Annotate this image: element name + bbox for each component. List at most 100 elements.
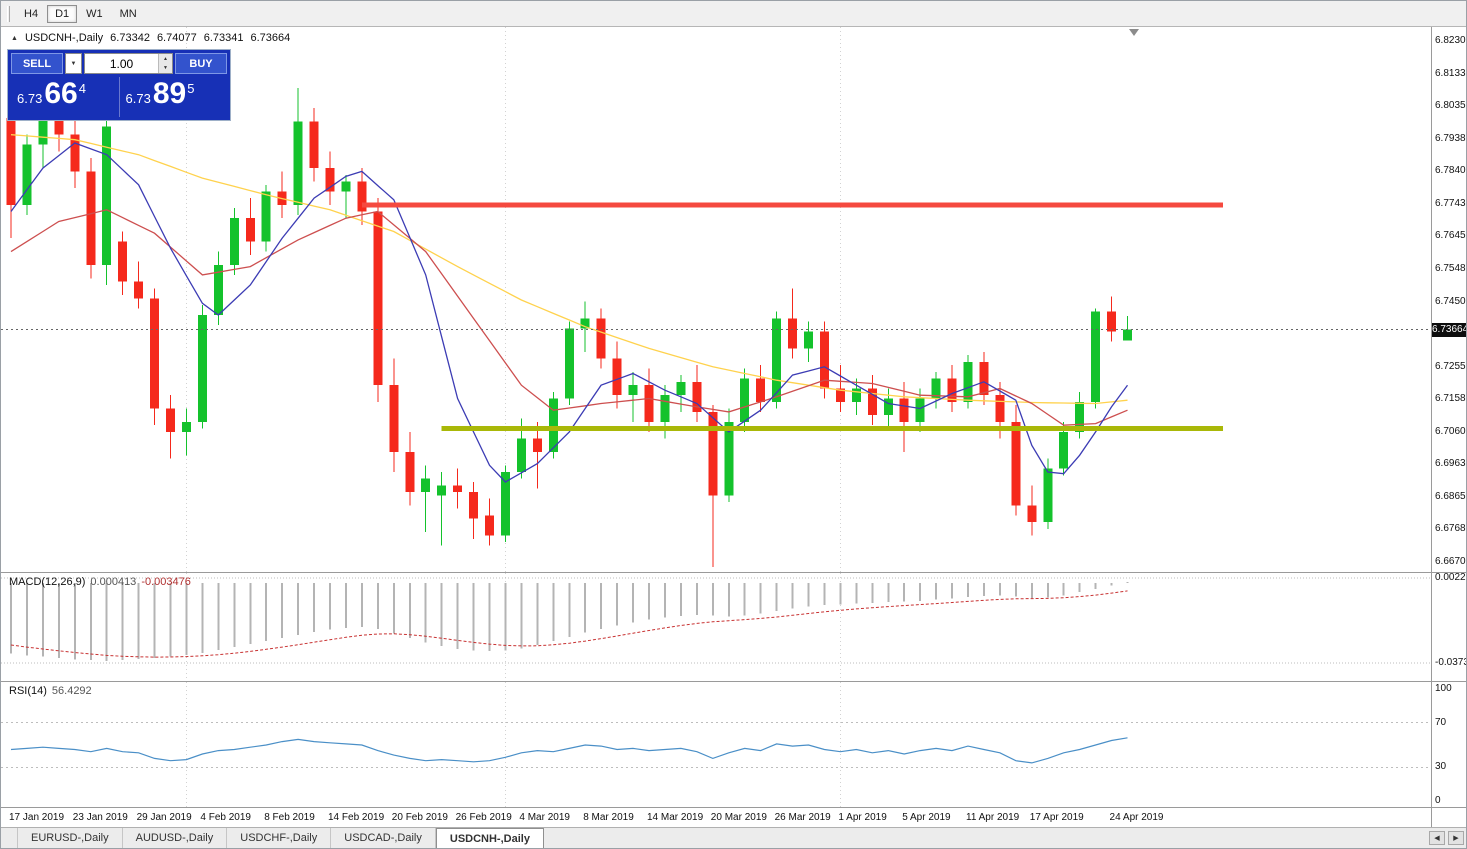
tab-eurusd-daily[interactable]: EURUSD-,Daily [17,828,123,848]
time-axis-label: 26 Feb 2019 [455,812,512,823]
time-axis-label: 14 Feb 2019 [328,812,385,823]
pane-separator[interactable] [1,681,1466,682]
volume-stepper: ▲ ▼ [158,54,172,73]
ohlc-high-value: 6.74077 [156,32,197,44]
rsi-indicator-pane[interactable]: 100 70 30 0 RSI(14) 56.4292 [1,682,1466,807]
time-axis-label: 17 Jan 2019 [9,812,65,823]
time-axis-label: 29 Jan 2019 [136,812,192,823]
toolbar-grip[interactable] [7,5,10,22]
tab-label: USDCNH-,Daily [449,832,530,845]
price-axis-label: 6.71580 [1435,393,1466,405]
price-axis-label: 6.80355 [1435,100,1466,112]
time-axis-label: 8 Mar 2019 [583,812,634,823]
price-axis-label: 6.82305 [1435,35,1466,46]
macd-axis-label: -0.037368 [1435,657,1466,668]
axis-corner [1431,808,1466,827]
tab-audusd-daily[interactable]: AUDUSD-,Daily [123,828,228,848]
ohlc-low-value: 6.73341 [203,32,244,44]
chevron-down-icon: ▼ [70,60,77,67]
sell-price-big-digits: 66 [44,77,78,110]
price-chart-plot[interactable] [1,27,1431,572]
ohlc-close-value: 6.73664 [250,32,291,44]
tab-label: AUDUSD-,Daily [135,832,214,844]
tab-label: EURUSD-,Daily [31,832,109,844]
macd-axis[interactable]: 0.002212 -0.037368 [1431,572,1466,681]
time-axis-label: 4 Mar 2019 [519,812,570,823]
tab-scroll-right-button[interactable]: ▶ [1448,831,1464,845]
collapse-icon[interactable]: ▲ [11,34,18,42]
rsi-title: RSI(14) [9,685,47,697]
price-axis-label: 6.67680 [1435,523,1466,535]
time-axis[interactable]: 17 Jan 2019 23 Jan 2019 29 Jan 2019 4 Feb 2… [1,807,1466,827]
tab-usdchf-daily[interactable]: USDCHF-,Daily [227,828,332,848]
buy-price-display[interactable]: 6.73 89 5 [118,77,228,117]
tab-usdcnh-daily[interactable]: USDCNH-,Daily [435,828,544,848]
price-axis-label: 6.79380 [1435,132,1466,144]
sell-price-prefix: 6.73 [17,91,43,106]
price-axis-label: 6.77430 [1435,197,1466,209]
time-axis-label: 20 Feb 2019 [391,812,448,823]
macd-indicator-pane[interactable]: 0.002212 -0.037368 MACD(12,26,9) 0.000413-… [1,572,1466,681]
buy-price-pipette: 5 [187,81,195,96]
price-axis-label: 6.75480 [1435,262,1466,274]
price-chart-pane[interactable]: 6.82305 6.81330 6.80355 6.79380 6.78405 6.774… [1,27,1467,572]
tab-scroll-arrows: ◀ ▶ [1429,831,1464,845]
time-axis-label: 11 Apr 2019 [966,812,1020,823]
macd-label: MACD(12,26,9) 0.000413 -0.003476 [9,576,191,588]
one-click-trading-panel: SELL ▼ ▲ ▼ BUY 6.73 66 4 6.7 [7,49,231,121]
time-axis-label: 14 Mar 2019 [647,812,704,823]
sell-price-display[interactable]: 6.73 66 4 [11,77,119,117]
price-axis-label: 6.68655 [1435,490,1466,502]
rsi-axis[interactable]: 100 70 30 0 [1431,682,1466,807]
time-axis-label: 20 Mar 2019 [710,812,767,823]
price-axis-label: 6.66705 [1435,556,1466,567]
buy-price-big-digits: 89 [152,77,187,110]
timeframe-toolbar: H4 D1 W1 MN [1,1,1466,27]
price-axis-label: 6.70605 [1435,425,1466,437]
rsi-plot[interactable] [1,682,1431,807]
timeframe-mn-button[interactable]: MN [112,5,145,23]
pane-separator[interactable] [1,572,1466,573]
chart-tabs-bar: EURUSD-,Daily AUDUSD-,Daily USDCHF-,Dail… [1,827,1466,848]
rsi-value: 56.4292 [51,685,92,697]
rsi-axis-label: 70 [1435,716,1447,728]
time-axis-label: 1 Apr 2019 [838,812,887,823]
volume-decrease-button[interactable]: ▼ [159,63,172,73]
price-axis-label: 6.69630 [1435,458,1466,470]
current-price-badge: 6.73664 [1432,322,1467,337]
ohlc-open-value: 6.73342 [110,32,150,44]
time-axis-label: 5 Apr 2019 [902,812,951,823]
time-axis-label: 26 Mar 2019 [774,812,831,823]
volume-field: ▲ ▼ [84,53,173,74]
price-axis-label: 6.76455 [1435,230,1466,242]
time-axis-label: 24 Apr 2019 [1109,812,1164,823]
price-axis[interactable]: 6.82305 6.81330 6.80355 6.79380 6.78405 6.774… [1431,27,1467,572]
timeframe-h4-button[interactable]: H4 [16,5,46,23]
timeframe-w1-button[interactable]: W1 [78,5,111,23]
price-axis-label: 6.74505 [1435,295,1466,307]
timeframe-d1-button[interactable]: D1 [47,4,78,23]
time-axis-label: 4 Feb 2019 [200,812,251,823]
macd-plot[interactable] [1,573,1431,681]
price-axis-label: 6.81330 [1435,67,1466,79]
rsi-axis-label: 0 [1435,795,1441,806]
price-axis-label: 6.72555 [1435,360,1466,372]
chart-ohlc-header: ▲ USDCNH-,Daily 6.73342 6.74077 6.73341 … [11,32,290,44]
rsi-axis-label: 30 [1435,761,1447,773]
tab-usdcad-daily[interactable]: USDCAD-,Daily [331,828,436,848]
buy-price-prefix: 6.73 [125,91,151,106]
macd-main-value: 0.000413 [90,576,137,588]
buy-button[interactable]: BUY [175,53,227,74]
tab-scroll-left-button[interactable]: ◀ [1429,831,1445,845]
volume-increase-button[interactable]: ▲ [159,54,172,64]
macd-axis-label: 0.002212 [1435,572,1466,583]
sell-button[interactable]: SELL [11,53,63,74]
time-axis-label: 17 Apr 2019 [1029,812,1084,823]
volume-dropdown-button[interactable]: ▼ [65,53,82,74]
volume-input[interactable] [85,54,158,73]
rsi-axis-label: 100 [1435,683,1452,694]
chart-symbol-label: USDCNH-,Daily [24,32,104,44]
time-axis-label: 23 Jan 2019 [72,812,128,823]
chart-shift-marker-icon[interactable] [1129,29,1139,36]
